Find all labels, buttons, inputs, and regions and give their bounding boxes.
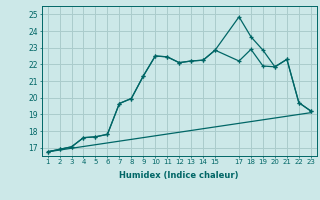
X-axis label: Humidex (Indice chaleur): Humidex (Indice chaleur) (119, 171, 239, 180)
